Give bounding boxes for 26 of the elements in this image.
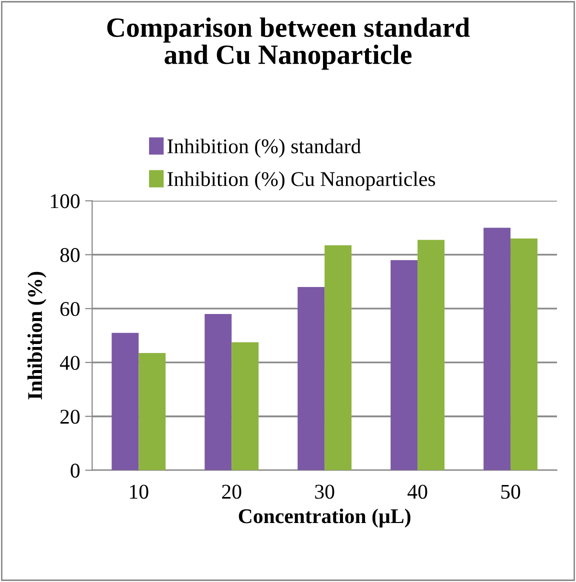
- x-tick-label: 30: [315, 484, 334, 499]
- bar: [112, 332, 139, 470]
- y-tick-label: 40: [60, 356, 80, 370]
- bar: [510, 238, 538, 470]
- bar: [418, 240, 445, 470]
- bar: [324, 245, 352, 470]
- x-tick-label: 10: [130, 484, 148, 499]
- bar: [484, 228, 511, 470]
- x-axis-title: Concentration (µL): [238, 508, 410, 528]
- x-tick-label: 20: [222, 484, 242, 499]
- legend-label: Inhibition (%) Cu Nanoparticles: [168, 171, 436, 190]
- y-tick-label: 80: [60, 248, 80, 262]
- bar: [232, 342, 259, 470]
- y-tick-label: 0: [70, 464, 80, 478]
- y-axis-title: Inhibition (%): [27, 272, 46, 400]
- bar: [298, 287, 325, 470]
- bar: [204, 314, 232, 470]
- x-tick-label: 50: [501, 484, 520, 499]
- bar: [390, 260, 418, 470]
- y-tick-label: 60: [60, 302, 80, 316]
- y-tick-label: 20: [60, 410, 80, 424]
- y-tick-label: 100: [50, 194, 80, 208]
- bar: [138, 353, 166, 470]
- legend-label: Inhibition (%) standard: [168, 138, 361, 158]
- chart-title: Comparison between standard and Cu Nanoparticle: [107, 17, 470, 70]
- x-tick-label: 40: [408, 484, 428, 499]
